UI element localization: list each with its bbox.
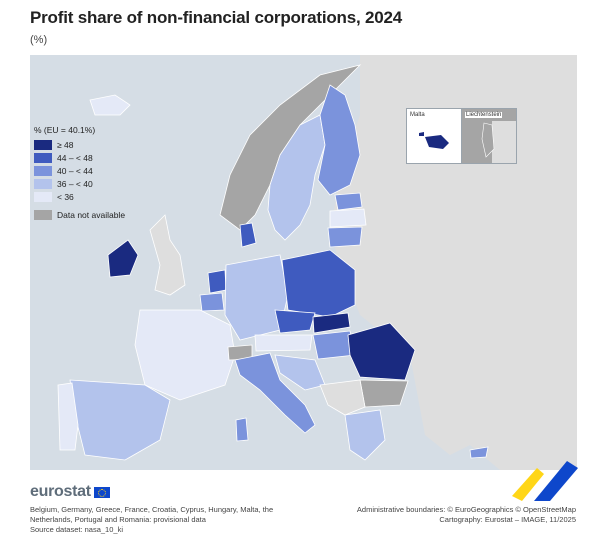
denmark (239, 222, 257, 248)
legend-swatch (34, 153, 52, 163)
ireland (107, 239, 139, 278)
legend-not-available: Data not available (34, 209, 125, 221)
legend-label: < 36 (57, 192, 74, 202)
footnotes: Belgium, Germany, Greece, France, Croati… (30, 505, 310, 535)
greece (344, 409, 386, 461)
credits-boundaries: Administrative boundaries: © EuroGeograp… (356, 505, 576, 514)
malta-shape (419, 132, 449, 149)
latvia (329, 208, 367, 228)
cyprus (469, 446, 489, 459)
belgium (199, 292, 225, 312)
lithuania (327, 226, 363, 248)
malta-inset: Malta (406, 108, 462, 164)
inset-label-malta: Malta (410, 112, 425, 118)
inset-label-liechtenstein: Liechtenstein (465, 112, 503, 118)
portugal (57, 382, 79, 451)
finland (317, 84, 361, 196)
source-dataset: Source dataset: nasa_10_ki (30, 525, 123, 534)
credits: Administrative boundaries: © EuroGeograp… (357, 505, 576, 525)
sardinia (235, 417, 249, 442)
credits-cartography: Cartography: Eurostat – IMAGE, 11/2025 (439, 515, 576, 524)
legend-label: ≥ 48 (57, 140, 74, 150)
legend-class-1: ≥ 48 (34, 139, 125, 151)
romania (347, 322, 416, 381)
liechtenstein-inset: Liechtenstein (461, 108, 517, 164)
legend-label: Data not available (57, 210, 126, 220)
iceland (89, 94, 131, 116)
legend-class-3: 40 – < 44 (34, 165, 125, 177)
spain (69, 379, 171, 461)
estonia (334, 192, 363, 211)
map-subtitle: (%) (30, 34, 48, 46)
eu-flag-icon (93, 486, 110, 498)
liechtenstein-shape (481, 121, 516, 163)
legend-label: 36 – < 40 (57, 179, 93, 189)
italy (234, 352, 316, 434)
western-balkans (319, 379, 366, 416)
legend-swatch (34, 166, 52, 176)
legend-swatch (34, 192, 52, 202)
legend-class-5: < 36 (34, 191, 125, 203)
slovenia-croatia (274, 354, 326, 391)
legend-swatch (34, 179, 52, 189)
map-legend: % (EU = 40.1%) ≥ 48 44 – < 48 40 – < 44 … (34, 125, 125, 222)
eurostat-logo-stripes (512, 461, 578, 501)
footnote-line: Netherlands, Portugal and Romania: provi… (30, 515, 206, 524)
slovakia (312, 312, 351, 334)
legend-class-2: 44 – < 48 (34, 152, 125, 164)
austria (254, 334, 313, 352)
czechia (274, 309, 316, 334)
legend-title: % (EU = 40.1%) (34, 125, 96, 135)
legend-class-4: 36 – < 40 (34, 178, 125, 190)
eurostat-wordmark: eurostat (30, 483, 91, 500)
legend-swatch (34, 210, 52, 220)
netherlands (207, 269, 227, 294)
legend-swatch (34, 140, 52, 150)
eurostat-logo: eurostat (30, 483, 110, 501)
legend-label: 40 – < 44 (57, 166, 93, 176)
poland (281, 249, 356, 318)
bulgaria (359, 379, 409, 408)
map-title: Profit share of non-financial corporatio… (30, 8, 403, 27)
france (134, 309, 236, 401)
uk (149, 214, 186, 296)
sweden (267, 114, 326, 241)
footnote-line: Belgium, Germany, Greece, France, Croati… (30, 505, 274, 514)
legend-label: 44 – < 48 (57, 153, 93, 163)
